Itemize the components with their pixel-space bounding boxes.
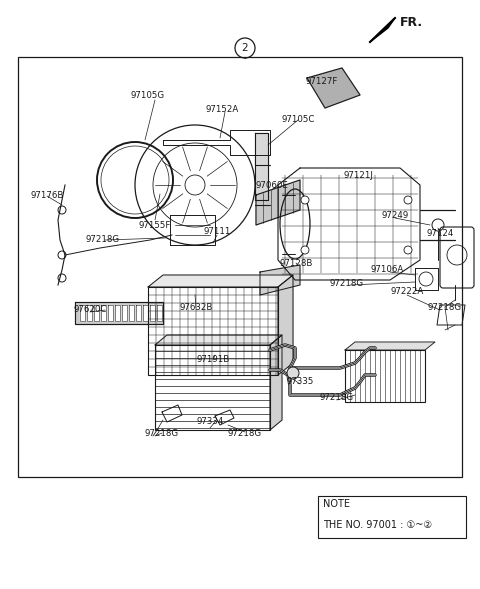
Bar xyxy=(148,287,278,375)
Polygon shape xyxy=(143,305,148,321)
Text: 97176B: 97176B xyxy=(30,191,64,200)
Text: 97152A: 97152A xyxy=(205,104,239,114)
Text: 97155F: 97155F xyxy=(139,220,171,230)
Text: 97334: 97334 xyxy=(196,416,224,425)
Bar xyxy=(345,350,425,402)
Text: 97127F: 97127F xyxy=(306,78,338,87)
Polygon shape xyxy=(115,305,120,321)
Polygon shape xyxy=(101,305,106,321)
Polygon shape xyxy=(260,265,300,295)
Polygon shape xyxy=(148,275,293,287)
Text: THE NO. 97001 : ①~②: THE NO. 97001 : ①~② xyxy=(323,520,432,530)
Polygon shape xyxy=(75,302,163,324)
Polygon shape xyxy=(94,305,99,321)
Polygon shape xyxy=(255,133,268,200)
Text: 97222A: 97222A xyxy=(390,287,424,296)
Polygon shape xyxy=(278,275,293,375)
Text: 97218G: 97218G xyxy=(228,429,262,438)
Text: 97111: 97111 xyxy=(204,227,231,236)
Text: 97218G: 97218G xyxy=(86,236,120,244)
Text: 97249: 97249 xyxy=(382,211,408,220)
Text: 97106A: 97106A xyxy=(371,266,404,274)
Text: 97124: 97124 xyxy=(426,230,454,239)
Polygon shape xyxy=(157,305,162,321)
Polygon shape xyxy=(150,305,155,321)
Polygon shape xyxy=(256,180,300,225)
Text: 97218G: 97218G xyxy=(330,280,364,289)
Text: 97105C: 97105C xyxy=(281,115,315,124)
Polygon shape xyxy=(155,335,282,345)
Polygon shape xyxy=(87,305,92,321)
Text: 97191B: 97191B xyxy=(196,355,229,363)
Circle shape xyxy=(404,246,412,254)
Circle shape xyxy=(301,196,309,204)
Text: 97218G: 97218G xyxy=(320,393,354,402)
Bar xyxy=(18,57,462,477)
Text: FR.: FR. xyxy=(400,15,423,28)
Polygon shape xyxy=(370,18,395,42)
Text: NOTE: NOTE xyxy=(323,499,350,509)
Text: 97060E: 97060E xyxy=(255,180,288,190)
Text: 97128B: 97128B xyxy=(279,259,312,267)
Bar xyxy=(155,345,270,430)
Polygon shape xyxy=(136,305,141,321)
Polygon shape xyxy=(307,68,360,108)
Circle shape xyxy=(404,196,412,204)
Bar xyxy=(318,496,466,538)
Text: 2: 2 xyxy=(242,43,248,53)
Polygon shape xyxy=(108,305,113,321)
Polygon shape xyxy=(80,305,85,321)
Polygon shape xyxy=(122,305,127,321)
Text: 97620C: 97620C xyxy=(73,306,107,315)
Text: 97218G: 97218G xyxy=(145,429,179,438)
Circle shape xyxy=(301,246,309,254)
Text: 97218G: 97218G xyxy=(428,303,462,312)
Polygon shape xyxy=(345,342,435,350)
Text: 97335: 97335 xyxy=(286,376,314,385)
Circle shape xyxy=(287,367,299,379)
Polygon shape xyxy=(129,305,134,321)
Polygon shape xyxy=(270,335,282,430)
Text: 97121J: 97121J xyxy=(343,170,373,180)
Text: 97105G: 97105G xyxy=(131,91,165,101)
Text: 97632B: 97632B xyxy=(180,303,213,313)
